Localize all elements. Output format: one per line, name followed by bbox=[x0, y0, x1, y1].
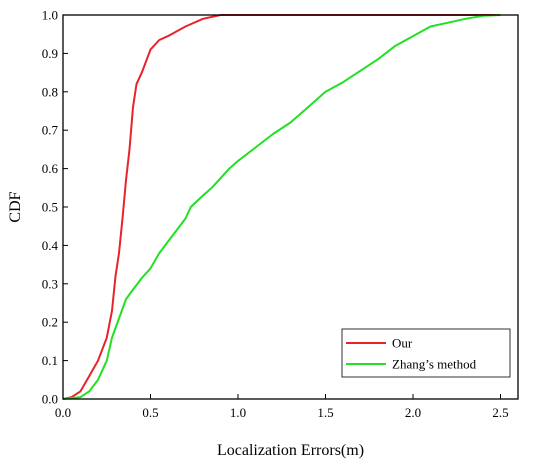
y-tick-label: 0.3 bbox=[42, 276, 58, 291]
series-line-our bbox=[62, 14, 501, 400]
legend-box bbox=[341, 328, 511, 378]
y-tick-label: 0.0 bbox=[42, 392, 58, 407]
y-tick-label: 0.5 bbox=[42, 200, 58, 215]
y-tick-label: 0.8 bbox=[42, 84, 58, 99]
y-tick-label: 1.0 bbox=[42, 8, 58, 23]
x-axis-label: Localization Errors(m) bbox=[217, 442, 364, 459]
series-line-zhang-method bbox=[62, 14, 501, 400]
y-tick-label: 0.7 bbox=[42, 123, 59, 138]
plot-data bbox=[62, 14, 501, 400]
legend-label: Zhang’s method bbox=[392, 357, 477, 372]
x-tick-label: 1.5 bbox=[317, 405, 333, 420]
x-tick-label: 2.0 bbox=[405, 405, 421, 420]
x-tick-label: 0.0 bbox=[55, 405, 71, 420]
legend-label: Our bbox=[392, 336, 413, 351]
y-axis-label: CDF bbox=[7, 191, 24, 222]
y-tick-label: 0.9 bbox=[42, 46, 58, 61]
x-tick-label: 2.5 bbox=[492, 405, 508, 420]
y-tick-label: 0.6 bbox=[42, 161, 59, 176]
axis-ticks: 0.0 0.5 1.0 1.5 2.0 2.5 0.0 0.1 0.2 0.3 0.4 0.5 0.6 0… bbox=[42, 8, 509, 421]
x-tick-label: 0.5 bbox=[142, 405, 158, 420]
y-tick-label: 0.4 bbox=[42, 238, 59, 253]
legend: Our Zhang’s method bbox=[341, 328, 511, 378]
y-tick-label: 0.2 bbox=[42, 315, 58, 330]
y-tick-label: 0.1 bbox=[42, 353, 58, 368]
x-tick-label: 1.0 bbox=[230, 405, 246, 420]
